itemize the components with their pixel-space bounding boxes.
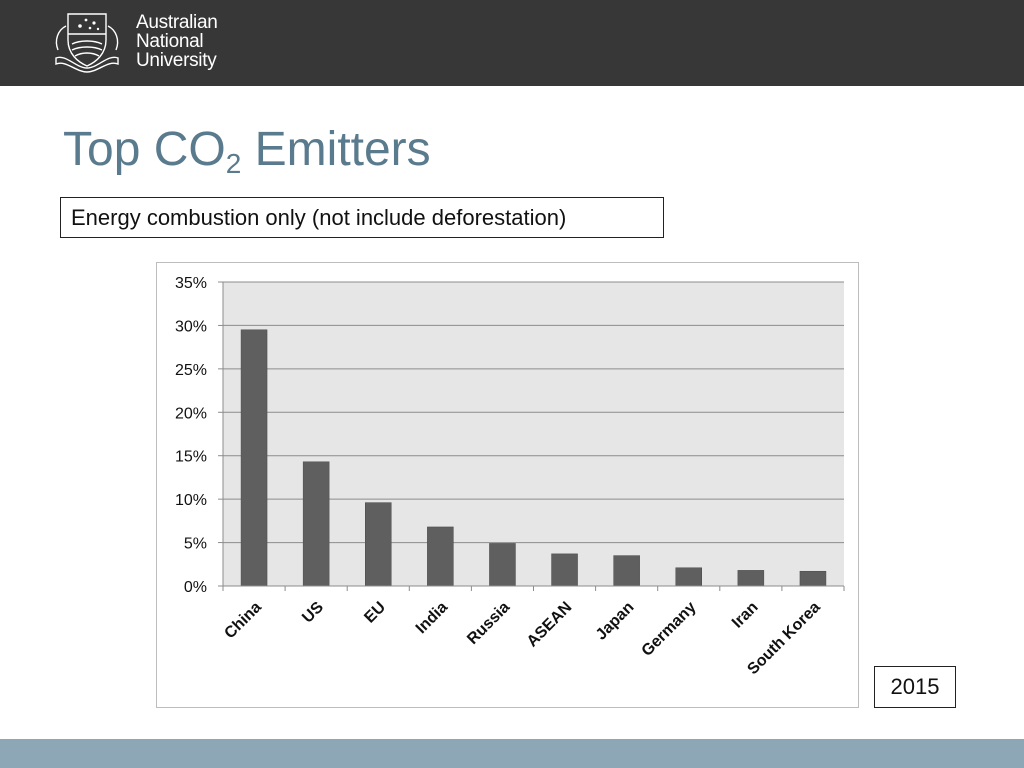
y-tick-label: 0% <box>184 579 207 596</box>
bar <box>365 502 392 587</box>
year-label: 2015 <box>874 666 956 708</box>
bar <box>613 555 640 587</box>
logo-line: National <box>136 31 204 52</box>
x-tick-label: Japan <box>593 599 638 644</box>
footer-bar <box>0 739 1024 768</box>
y-tick-label: 25% <box>175 362 207 379</box>
header-bar: Australian National University <box>0 0 1024 86</box>
title-subscript: 2 <box>225 148 242 179</box>
bar <box>737 570 765 587</box>
bar <box>302 461 330 587</box>
y-tick-label: 35% <box>175 275 207 292</box>
subtitle-box: Energy combustion only (not include defo… <box>60 197 664 238</box>
title-main: Top CO <box>63 123 226 176</box>
bar <box>240 329 268 587</box>
bar <box>551 553 578 587</box>
x-tick-label: Iran <box>729 599 762 632</box>
y-tick-label: 5% <box>184 536 207 553</box>
y-tick-label: 10% <box>175 492 207 509</box>
logo-line: Australian <box>136 12 218 33</box>
x-tick-label: Germany <box>639 599 700 660</box>
bar <box>489 543 516 587</box>
bar <box>799 570 827 587</box>
bar <box>427 526 454 587</box>
x-tick-label: India <box>413 599 451 637</box>
title-end: Emitters <box>241 123 431 176</box>
y-tick-label: 30% <box>175 318 207 335</box>
y-tick-label: 15% <box>175 449 207 466</box>
slide-title: Top CO2 Emitters <box>63 120 431 180</box>
x-tick-label: China <box>221 599 265 643</box>
x-tick-label: US <box>299 599 327 627</box>
anu-crest-icon <box>55 13 119 73</box>
chart-frame: 0% 5% 10% 15% 20% 25% 30% 35% China US EU India Russ… <box>156 262 859 708</box>
bar-chart: 0% 5% 10% 15% 20% 25% 30% 35% China US EU India Russ… <box>175 275 845 678</box>
x-tick-label: ASEAN <box>524 599 576 651</box>
x-tick-label: Russia <box>464 599 513 648</box>
y-tick-label: 20% <box>175 405 207 422</box>
university-name: Australian National University <box>136 13 218 70</box>
logo-line: University <box>136 50 217 71</box>
bar <box>675 567 702 587</box>
x-tick-label: EU <box>361 599 389 627</box>
